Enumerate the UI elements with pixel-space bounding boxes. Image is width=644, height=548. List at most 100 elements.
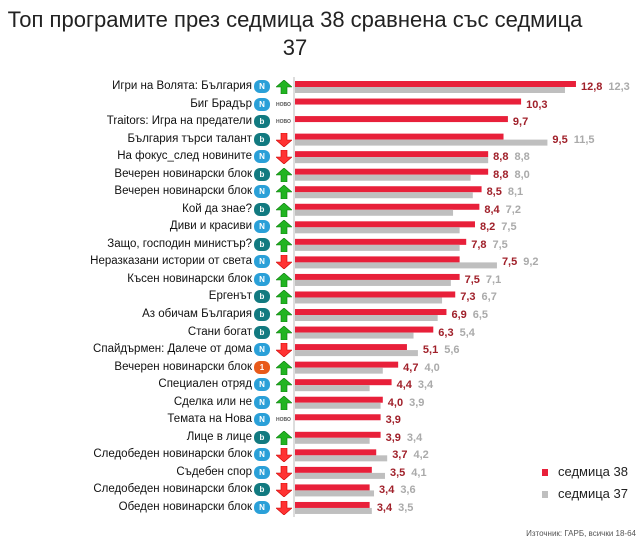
value-labels: 9,7 — [513, 116, 528, 128]
value-label-current: 3,5 — [389, 466, 406, 479]
bar-previous — [295, 332, 414, 339]
btv-logo-icon: b — [254, 325, 270, 339]
value-labels: 4,7 4,0 — [403, 362, 440, 374]
value-label-current: 7,5 — [464, 273, 480, 286]
category-label: Вечерен новинарски блок — [114, 167, 252, 180]
arrow-up-icon — [275, 307, 293, 323]
value-labels: 3,4 3,5 — [377, 502, 414, 514]
bar-previous — [295, 385, 370, 392]
value-label-previous: 7,5 — [492, 238, 508, 251]
legend-item-previous: седмица 37 — [542, 486, 628, 501]
value-label-current: 8,8 — [493, 151, 509, 164]
bar-previous — [295, 490, 375, 497]
category-label: Обеден новинарски блок — [118, 500, 252, 513]
bar-current — [295, 221, 475, 228]
value-labels: 7,8 7,5 — [471, 239, 508, 251]
value-label-previous: 9,2 — [523, 256, 539, 269]
chart-title: Топ програмите през седмица 38 сравнена … — [7, 7, 583, 60]
btv-logo-icon: b — [254, 483, 270, 497]
value-label-current: 6,9 — [451, 309, 467, 322]
new-badge: НОВО — [276, 119, 291, 126]
category-label: Съдебен спор — [176, 465, 252, 478]
category-label: Лице в лице — [186, 430, 252, 443]
value-labels: 3,7 4,2 — [392, 449, 429, 461]
arrow-down-icon — [275, 465, 293, 481]
bnt1-logo-icon: 1 — [254, 360, 270, 374]
bar-previous — [295, 139, 548, 146]
bar-previous — [295, 507, 372, 514]
value-labels: 3,4 3,6 — [379, 484, 416, 496]
arrow-up-icon — [275, 325, 293, 340]
bar-current — [295, 309, 447, 316]
value-labels: 6,9 6,5 — [451, 309, 488, 321]
bar-current — [295, 133, 504, 140]
legend-swatch — [542, 469, 548, 476]
nova-logo-icon: N — [254, 272, 270, 286]
new-badge: НОВО — [276, 417, 291, 424]
value-label-previous: 11,5 — [573, 133, 595, 146]
arrow-down-icon — [275, 132, 293, 148]
bar-current — [295, 396, 383, 403]
bar-current — [295, 466, 372, 473]
bar-current — [295, 168, 489, 175]
value-label-previous: 8,8 — [514, 151, 530, 164]
arrow-up-icon — [275, 184, 293, 200]
btv-logo-icon: b — [254, 202, 270, 216]
category-label: Кой да знае? — [182, 202, 252, 215]
category-label: На фокус_след новините — [117, 150, 252, 163]
value-label-previous: 7,2 — [505, 203, 521, 216]
value-label-previous: 3,4 — [406, 431, 423, 444]
btv-logo-icon: b — [254, 167, 270, 181]
value-label-current: 9,5 — [552, 133, 568, 146]
bar-previous — [295, 192, 473, 199]
category-label: Биг Брадър — [190, 97, 252, 110]
legend-label: седмица 38 — [558, 464, 628, 479]
category-label: Аз обичам България — [142, 308, 252, 321]
value-label-previous: 4,1 — [411, 466, 427, 479]
value-label-previous: 5,6 — [444, 344, 460, 357]
value-label-current: 4,0 — [387, 396, 404, 409]
bar-previous — [295, 209, 454, 216]
value-label-previous: 7,1 — [485, 273, 502, 286]
bar-current — [295, 431, 381, 438]
arrow-up-icon — [275, 377, 293, 393]
category-label: Темата на Нова — [167, 413, 252, 426]
value-label-previous: 3,4 — [417, 379, 434, 392]
value-labels: 8,4 7,2 — [484, 204, 521, 216]
category-label: Следобеден новинарски блок — [93, 483, 252, 496]
bar-current — [295, 151, 489, 158]
value-labels: 10,3 — [526, 99, 547, 111]
category-label: Ергенът — [208, 290, 252, 303]
arrow-down-icon — [275, 149, 293, 165]
value-label-current: 6,3 — [438, 326, 454, 339]
category-label: Игри на Волята: България — [112, 80, 252, 92]
category-label: Специален отряд — [158, 378, 252, 391]
value-label-current: 12,8 — [580, 81, 603, 93]
arrow-down-icon — [275, 448, 293, 463]
value-label-previous: 6,5 — [472, 309, 489, 322]
bar-previous — [295, 227, 460, 234]
bar-current — [295, 238, 467, 245]
value-label-previous: 3,6 — [400, 484, 416, 497]
bar-current — [295, 81, 576, 87]
bar-previous — [295, 244, 460, 251]
category-label: Сделка или не — [173, 395, 252, 408]
nova-logo-icon: N — [254, 395, 270, 409]
category-label: Спайдърмен: Далече от дома — [93, 343, 252, 356]
value-labels: 4,0 3,9 — [388, 397, 425, 409]
bar-previous — [295, 174, 471, 181]
bar-previous — [295, 315, 438, 322]
value-label-previous: 7,5 — [501, 221, 517, 234]
bar-current — [295, 203, 480, 210]
nova-logo-icon: N — [254, 185, 270, 199]
bar-current — [295, 379, 392, 386]
bar-current — [295, 186, 482, 193]
value-label-current: 8,4 — [484, 203, 500, 216]
arrow-down-icon — [275, 500, 293, 516]
category-label: Следобеден новинарски блок — [93, 448, 252, 461]
arrow-up-icon — [275, 360, 293, 375]
value-label-current: 5,1 — [422, 344, 439, 357]
nova-logo-icon: N — [254, 500, 270, 514]
source-note: Източник: ГАРБ, всички 18-64 — [526, 529, 636, 538]
